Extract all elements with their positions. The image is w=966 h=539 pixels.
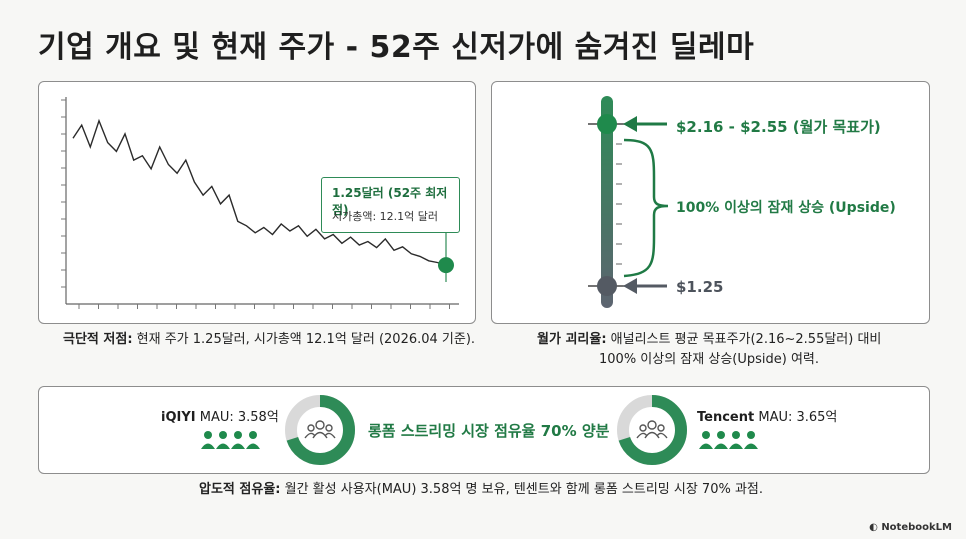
iqiyi-share-donut	[285, 395, 355, 465]
annotation-sublabel: 시가총액: 12.1억 달러	[332, 210, 439, 223]
low-point-marker	[438, 257, 454, 274]
target-gauge-panel: $2.16 - $2.55 (월가 목표가) 100% 이상의 잠재 상승 (U…	[491, 81, 930, 324]
current-label: $1.25	[676, 278, 724, 296]
current-arrow	[623, 278, 667, 294]
share-caption-bold: 압도적 점유율:	[199, 482, 281, 497]
chart-caption: 극단적 저점: 현재 주가 1.25달러, 시가총액 12.1억 달러 (202…	[63, 330, 475, 350]
gauge-bar	[601, 96, 613, 308]
y-ticks	[61, 99, 66, 288]
notebooklm-logo: ◐ NotebookLM	[869, 522, 952, 533]
share-caption-text: 월간 활성 사용자(MAU) 3.58억 명 보유, 텐센트와 함께 롱폼 스트…	[280, 482, 764, 497]
tencent-share-donut	[617, 395, 687, 465]
tencent-users-icon	[699, 431, 758, 449]
current-marker	[597, 276, 617, 296]
target-label: $2.16 - $2.55 (월가 목표가)	[676, 118, 881, 136]
gauge-caption-bold: 월가 괴리율:	[537, 332, 607, 347]
gauge-caption: 월가 괴리율: 애널리스트 평균 목표주가(2.16~2.55달러) 대비 10…	[537, 330, 881, 370]
market-share-center-text: 롱폼 스트리밍 시장 점유율 70% 양분	[368, 422, 610, 440]
market-share-panel: iQIYI MAU: 3.58억 롱폼 스트리밍 시장 점유율 70% 양분 T…	[38, 386, 930, 474]
target-gauge	[588, 96, 669, 308]
tencent-brand: Tencent	[697, 410, 755, 425]
gauge-caption-text-2: 100% 이상의 잠재 상승(Upside) 여력.	[599, 352, 820, 367]
x-ticks	[78, 304, 450, 309]
iqiyi-users-icon	[201, 431, 260, 449]
gauge-caption-text-1: 애널리스트 평균 목표주가(2.16~2.55달러) 대비	[606, 332, 882, 347]
share-caption: 압도적 점유율: 월간 활성 사용자(MAU) 3.58억 명 보유, 텐센트와…	[199, 480, 763, 500]
annotation-label: 1.25달러 (52주 최저점)	[332, 186, 448, 217]
chart-caption-bold: 극단적 저점:	[63, 332, 133, 347]
tencent-mau: Tencent MAU: 3.65억	[697, 406, 837, 425]
upside-brace	[623, 138, 669, 278]
page-title: 기업 개요 및 현재 주가 - 52주 신저가에 숨겨진 딜레마	[38, 30, 755, 65]
target-marker	[597, 114, 617, 134]
target-arrow	[623, 116, 667, 132]
stock-chart	[61, 97, 459, 309]
stock-chart-panel: 1.25달러 (52주 최저점) 시가총액: 12.1억 달러	[38, 81, 476, 324]
users-icon	[304, 420, 336, 439]
chart-caption-text: 현재 주가 1.25달러, 시가총액 12.1억 달러 (2026.04 기준)…	[132, 332, 476, 347]
low-point-annotation: 1.25달러 (52주 최저점) 시가총액: 12.1억 달러	[321, 177, 460, 233]
price-line	[72, 118, 447, 266]
footer-brand: NotebookLM	[881, 522, 952, 533]
iqiyi-brand: iQIYI	[161, 410, 196, 425]
tencent-mau-value: MAU: 3.65억	[754, 410, 838, 425]
iqiyi-mau-value: MAU: 3.58억	[195, 410, 279, 425]
iqiyi-mau: iQIYI MAU: 3.58억	[161, 406, 279, 425]
upside-label: 100% 이상의 잠재 상승 (Upside)	[676, 200, 896, 216]
users-icon	[636, 420, 668, 439]
